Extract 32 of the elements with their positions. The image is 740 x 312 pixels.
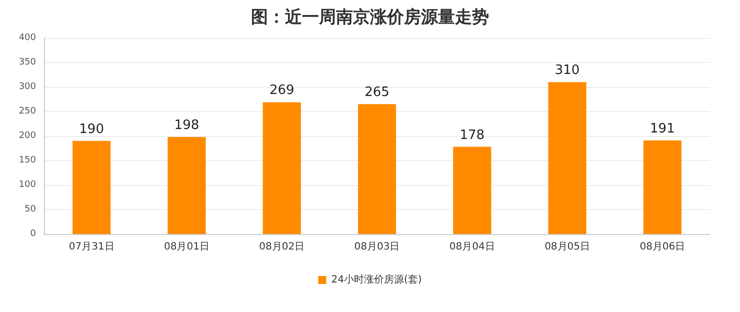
bar	[262, 102, 301, 234]
chart-title: 图：近一周南京涨价房源量走势	[251, 8, 489, 28]
data-label: 198	[174, 118, 200, 133]
data-label: 191	[650, 121, 675, 136]
x-tick-label: 08月03日	[354, 242, 400, 252]
x-tick-label: 08月02日	[259, 242, 305, 252]
data-label: 190	[79, 122, 104, 137]
data-label: 269	[269, 83, 294, 98]
y-tick-label: 400	[18, 33, 36, 43]
bar	[72, 140, 111, 234]
bar	[168, 136, 206, 234]
y-tick-label: 250	[18, 106, 36, 116]
bar	[548, 82, 586, 234]
y-tick-label: 150	[18, 156, 36, 166]
x-tick-label: 08月05日	[544, 242, 590, 252]
bar	[358, 104, 396, 234]
y-tick-label: 200	[18, 131, 36, 141]
bar	[643, 140, 682, 234]
y-tick-label: 0	[30, 229, 36, 239]
x-tick-label: 08月06日	[640, 242, 686, 252]
y-tick-label: 300	[18, 82, 36, 92]
data-label: 310	[554, 63, 580, 78]
y-tick-label: 50	[24, 204, 36, 214]
data-label: 178	[460, 128, 485, 143]
bar	[453, 146, 492, 234]
x-tick-label: 08月04日	[449, 242, 495, 252]
legend-label: 24小时涨价房源(套)	[331, 274, 422, 286]
y-tick-label: 350	[18, 58, 36, 68]
data-label: 265	[364, 85, 390, 100]
x-tick-label: 08月01日	[164, 242, 210, 252]
y-tick-label: 100	[18, 180, 36, 190]
x-tick-label: 07月31日	[68, 242, 114, 252]
